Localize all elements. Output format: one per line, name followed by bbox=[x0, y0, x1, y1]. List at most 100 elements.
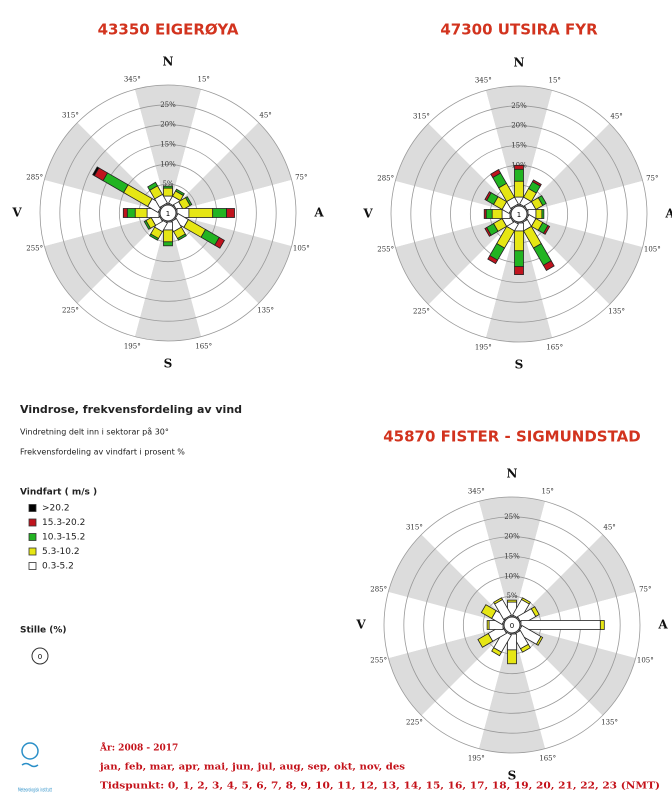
bar-segment bbox=[514, 168, 524, 182]
sector-label: 135° bbox=[608, 308, 625, 316]
calm-circle bbox=[159, 204, 177, 222]
footer-months: jan, feb, mar, apr, mai, jun, jul, aug, … bbox=[99, 763, 405, 773]
sector bbox=[44, 213, 168, 304]
bar-segment bbox=[514, 250, 524, 268]
sector-label: 105° bbox=[293, 245, 310, 253]
sector bbox=[168, 213, 259, 337]
compass-label: S bbox=[508, 769, 517, 783]
compass-label: A bbox=[657, 618, 668, 632]
sector bbox=[519, 90, 610, 214]
chart-title: 47300 UTSIRA FYR bbox=[440, 21, 598, 39]
sector bbox=[485, 214, 553, 343]
ring-label: 25% bbox=[160, 101, 176, 109]
calm-value: 0 bbox=[510, 622, 514, 630]
bar-segment bbox=[493, 597, 504, 605]
sector-label: 315° bbox=[62, 111, 79, 119]
bar-segment bbox=[226, 208, 235, 218]
bar-segment bbox=[143, 219, 151, 230]
sector bbox=[39, 179, 168, 247]
sector-label: 105° bbox=[644, 246, 661, 254]
sector-label: 105° bbox=[637, 657, 654, 665]
legend-title: Vindfart ( m/s ) bbox=[20, 488, 97, 498]
sector-label: 45° bbox=[610, 112, 622, 120]
sector-label: 165° bbox=[195, 342, 212, 350]
ring bbox=[430, 125, 608, 303]
bar-segment bbox=[480, 604, 497, 619]
footer-hours: Tidspunkt: 0, 1, 2, 3, 4, 5, 6, 7, 8, 9,… bbox=[100, 781, 660, 792]
legend-label: 0.3-5.2 bbox=[42, 562, 74, 572]
bar-segment bbox=[537, 195, 547, 207]
sector-label: 195° bbox=[475, 343, 492, 351]
legend-swatch bbox=[28, 504, 37, 512]
sector-label: 315° bbox=[406, 523, 423, 531]
bar-segment bbox=[134, 208, 148, 218]
compass-label: A bbox=[313, 206, 324, 220]
bar-segment bbox=[514, 164, 524, 170]
sector bbox=[168, 122, 292, 213]
compass-label: A bbox=[664, 207, 672, 221]
logo-wave bbox=[21, 762, 39, 768]
ring bbox=[410, 105, 628, 323]
ring-label: 15% bbox=[504, 553, 520, 561]
bar-segment bbox=[541, 209, 545, 219]
bar-segment bbox=[484, 226, 492, 237]
ring-label: 10% bbox=[160, 160, 176, 168]
sector-label: 255° bbox=[377, 246, 394, 254]
bar-segment bbox=[507, 599, 517, 603]
bar-segment bbox=[530, 606, 540, 618]
compass-label: S bbox=[515, 358, 524, 372]
bar-segment bbox=[188, 208, 214, 218]
compass-label: V bbox=[355, 618, 366, 632]
compass-label: V bbox=[11, 206, 22, 220]
compass-label: N bbox=[163, 55, 174, 69]
sector-label: 345° bbox=[124, 76, 141, 84]
bar-segment bbox=[163, 185, 173, 189]
legend-label: 15.3-20.2 bbox=[42, 518, 85, 528]
sector-label: 165° bbox=[539, 754, 556, 762]
sector-label: 255° bbox=[26, 245, 43, 253]
sector bbox=[77, 89, 168, 213]
compass-label: N bbox=[514, 56, 525, 70]
bar-segment bbox=[92, 166, 100, 177]
bar-segment bbox=[149, 233, 160, 241]
sector-label: 15° bbox=[198, 76, 210, 84]
sector bbox=[391, 180, 519, 248]
ring-label: 25% bbox=[511, 102, 527, 110]
sector-label: 15° bbox=[542, 488, 554, 496]
sector bbox=[395, 123, 519, 214]
bar-segment bbox=[176, 233, 187, 241]
sector bbox=[519, 180, 647, 248]
bar-segment bbox=[535, 209, 543, 219]
sector-label: 255° bbox=[370, 657, 387, 665]
sector-label: 165° bbox=[546, 343, 563, 351]
bar-segment bbox=[487, 255, 499, 265]
bar-segment bbox=[514, 180, 524, 198]
outer-ring bbox=[390, 85, 648, 343]
bar-segment bbox=[507, 649, 517, 665]
sector bbox=[421, 625, 512, 749]
calm-circle bbox=[510, 205, 528, 223]
footer-years: År: 2008 - 2017 bbox=[99, 742, 178, 754]
windrose: 5% 10% 15% 20% 25% 15° 45° 75° 105° 135° 165° 195° 2… bbox=[11, 55, 324, 371]
legend-swatch bbox=[28, 533, 37, 541]
windrose: 5% 10% 15% 20% 25% 15° 45° 75° 105° 135° 165° 195° 2… bbox=[355, 467, 668, 783]
calm-circle bbox=[503, 616, 521, 634]
sector bbox=[421, 501, 512, 625]
calm-legend-value: 0 bbox=[38, 653, 42, 661]
ring-label: 20% bbox=[504, 533, 520, 541]
sector-label: 75° bbox=[646, 174, 658, 182]
legend-label: 10.3-15.2 bbox=[42, 533, 85, 543]
sector bbox=[478, 625, 546, 753]
sector bbox=[519, 123, 643, 214]
ring bbox=[99, 144, 237, 282]
bar-segment bbox=[126, 208, 136, 218]
legend-swatch bbox=[28, 518, 37, 527]
sector bbox=[134, 213, 202, 342]
sector bbox=[519, 214, 643, 305]
ring bbox=[450, 145, 588, 283]
bar-segment bbox=[520, 620, 601, 630]
bar-segment bbox=[486, 620, 490, 630]
bar-segment bbox=[490, 169, 502, 179]
sector-label: 315° bbox=[413, 112, 430, 120]
